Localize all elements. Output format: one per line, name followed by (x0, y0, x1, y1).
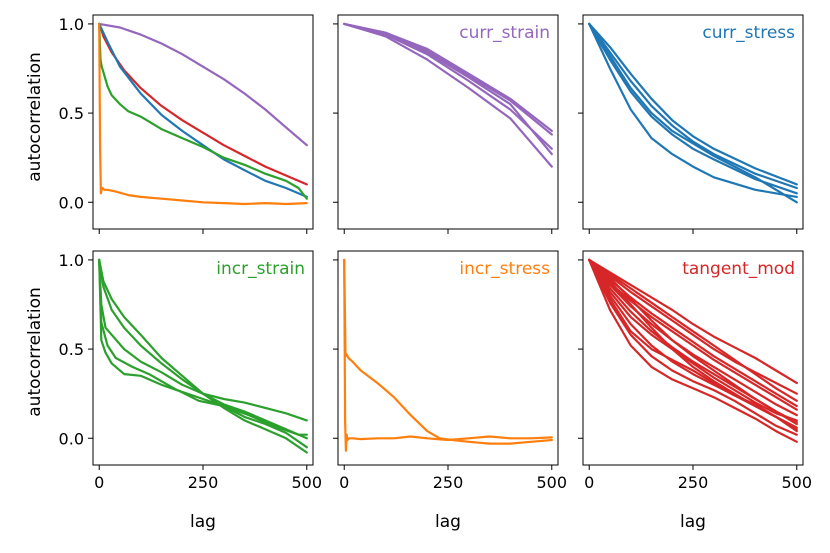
xlabel-right: lag (680, 512, 706, 532)
series-line-curr_strain-5 (343, 22, 553, 132)
subplot-grid: 0.0 0.5 1.0 curr_strain curr_stress 0 250 500 0.… (59, 14, 813, 492)
ylabel-bottom: autocorrelation (25, 287, 45, 416)
axes-frame (92, 250, 314, 466)
series-line-curr_strain-4 (343, 22, 553, 156)
panel-title: tangent_mod (682, 259, 795, 279)
panel-3: curr_stress (578, 14, 804, 234)
x-tick-label: 0 (339, 473, 349, 492)
series-line-curr_strain (98, 22, 308, 147)
x-tick-label: 250 (188, 473, 219, 492)
series-line-incr_strain (98, 22, 308, 200)
series-line-tangent_mod-10 (588, 258, 798, 424)
ylabel-top: autocorrelation (25, 52, 45, 181)
panel-title: incr_stress (459, 259, 550, 279)
y-tick-label: 1.0 (59, 15, 84, 34)
panel-title: curr_stress (702, 23, 795, 43)
series-line-tangent_mod-2 (588, 258, 798, 395)
series-line-curr_stress-3 (588, 22, 798, 190)
panel-6: 0 250 500 tangent_mod (578, 250, 813, 492)
x-tick-label: 500 (537, 473, 568, 492)
x-tick-label: 0 (584, 473, 594, 492)
series-line-incr_stress (98, 22, 308, 206)
panel-title: incr_strain (216, 259, 305, 279)
series-line-tangent_mod-4 (588, 258, 798, 417)
series-line-incr_strain-4 (98, 258, 308, 440)
y-tick-label: 0.0 (59, 193, 84, 212)
xlabel-middle: lag (435, 512, 461, 532)
series-line-tangent_mod-1 (588, 258, 798, 385)
xlabel-left: lag (190, 512, 216, 532)
panel-2: curr_strain (333, 14, 559, 234)
panel-1: 0.0 0.5 1.0 (59, 14, 314, 234)
series-line-tangent_mod (98, 22, 308, 186)
panel-5: 0 250 500 incr_stress (333, 250, 568, 492)
series-line-tangent_mod-12 (588, 258, 798, 433)
series-line-tangent_mod-11 (588, 258, 798, 422)
axes-frame (582, 14, 804, 230)
y-tick-label: 0.0 (59, 429, 84, 448)
series-line-curr_stress-2 (588, 22, 798, 195)
series-line-curr_stress (98, 22, 308, 198)
series-line-tangent_mod-7 (588, 258, 798, 436)
x-tick-label: 500 (782, 473, 813, 492)
series-line-tangent_mod-13 (588, 258, 798, 402)
series-line-curr_stress-5 (588, 22, 798, 186)
series-line-curr_strain-1 (343, 22, 553, 168)
panel-title: curr_strain (459, 23, 550, 43)
series-line-incr_strain-5 (98, 258, 308, 436)
y-tick-label: 0.5 (59, 104, 84, 123)
x-tick-label: 250 (678, 473, 709, 492)
series-line-incr_stress-1 (343, 258, 553, 445)
x-tick-label: 250 (433, 473, 464, 492)
series-line-curr_stress-1 (588, 22, 798, 198)
x-tick-label: 500 (292, 473, 323, 492)
series-line-tangent_mod-14 (588, 258, 798, 411)
panel-4: 0 250 500 0.0 0.5 1.0 incr_strain (59, 250, 323, 492)
series-line-incr_strain-1 (98, 258, 308, 422)
series-line-incr_stress-2 (343, 258, 553, 452)
y-tick-label: 0.5 (59, 340, 84, 359)
series-line-tangent_mod-8 (588, 258, 798, 443)
y-tick-label: 1.0 (59, 251, 84, 270)
series-line-incr_strain-3 (98, 258, 308, 454)
x-tick-label: 0 (94, 473, 104, 492)
axes-frame (337, 250, 559, 466)
series-line-curr_stress-4 (588, 22, 798, 204)
